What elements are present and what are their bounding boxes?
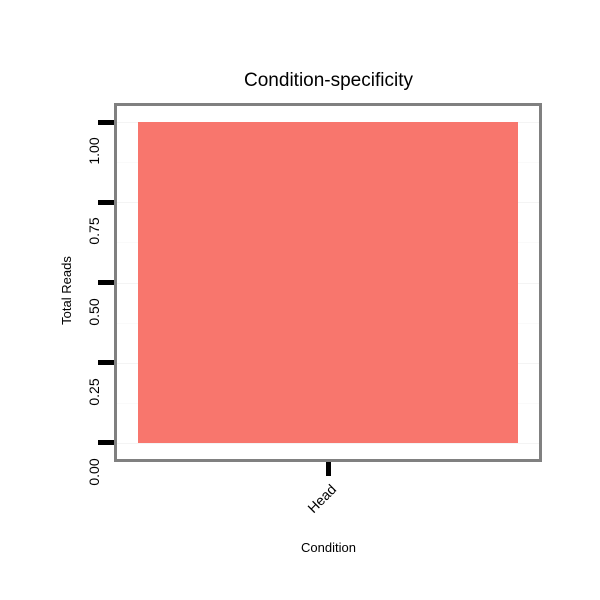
y-tick-label: 0.25 (86, 378, 102, 406)
y-tick-label: 0.00 (86, 458, 102, 486)
y-tick-mark (98, 440, 114, 446)
y-tick-mark (98, 280, 114, 285)
bar-head[interactable] (138, 122, 518, 443)
y-tick-label: 0.75 (86, 217, 102, 245)
y-axis-title: Total Reads (58, 256, 74, 325)
y-tick-mark (98, 119, 114, 125)
x-tick-label: Head (304, 481, 340, 516)
chart-title: Condition-specificity (244, 70, 413, 91)
plot-panel (114, 103, 542, 462)
y-tick-label: 1.00 (86, 137, 102, 165)
y-tick-label: 0.50 (86, 297, 102, 326)
x-tick-mark (325, 462, 331, 476)
y-tick-mark (98, 199, 114, 205)
x-axis-title: Condition (301, 540, 356, 555)
gridline-major (117, 442, 539, 444)
plot-area (117, 106, 539, 459)
y-tick-mark (98, 360, 114, 366)
